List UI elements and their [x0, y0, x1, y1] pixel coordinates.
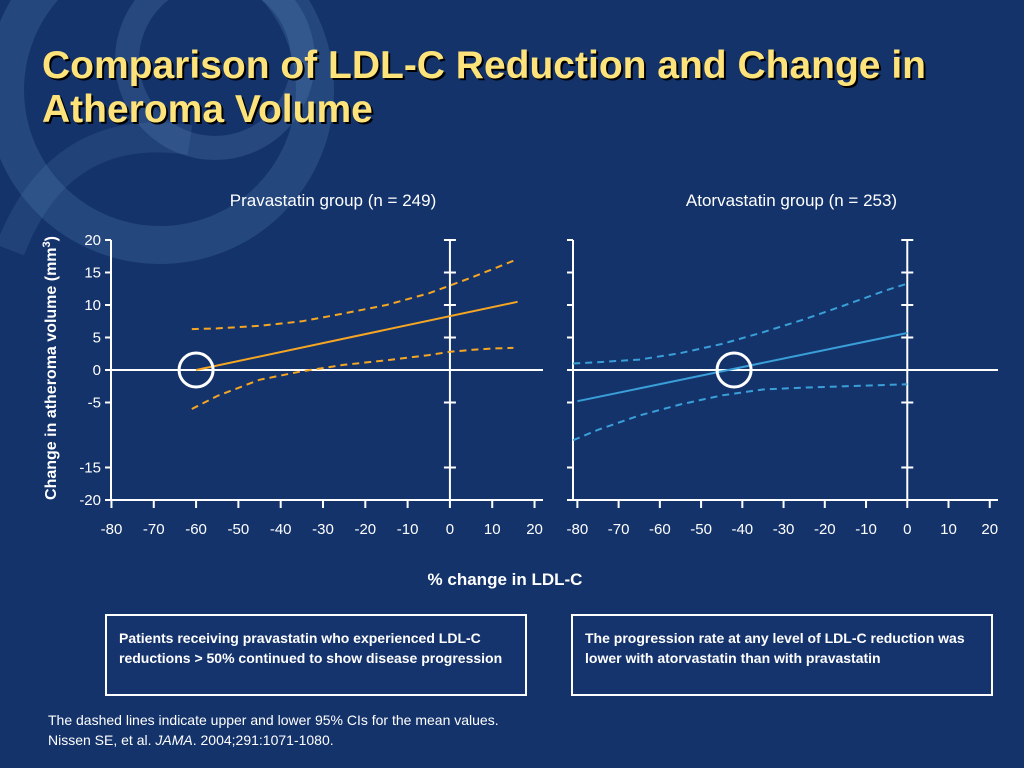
atorvastatin-x-tick-label: 10 [940, 521, 957, 538]
slide-title: Comparison of LDL-C Reduction and Change… [42, 44, 926, 131]
y-tick-label: 10 [84, 297, 101, 314]
footnote: The dashed lines indicate upper and lowe… [48, 710, 499, 750]
y-axis-label-superscript: 3 [41, 241, 53, 247]
ldl-atheroma-chart: Pravastatin group (n = 249) 20 15 10 5 0 -5 -15… [41, 191, 998, 589]
pravastatin-x-tick-label: -40 [270, 521, 292, 538]
pravastatin-x-tick-label: 0 [446, 521, 454, 538]
pravastatin-mean-line [195, 300, 518, 371]
y-tick-label: 0 [93, 362, 101, 379]
y-axis-label: Change in atheroma volume (mm3) [41, 236, 60, 500]
citation-journal: JAMA [155, 732, 193, 748]
pravastatin-zero-crossing-circle [177, 351, 215, 389]
y-axis-label-end: ) [43, 236, 60, 241]
atorvastatin-x-tick-label: 0 [903, 521, 911, 538]
atorvastatin-x-tick-label: -50 [690, 521, 712, 538]
footnote-citation: Nissen SE, et al. JAMA. 2004;291:1071-10… [48, 730, 499, 750]
pravastatin-x-tick-label: -60 [185, 521, 207, 538]
pravastatin-ci-upper-line [191, 259, 514, 331]
pravastatin-x-tick-label: -20 [354, 521, 376, 538]
atorvastatin-zero-crossing-circle [715, 351, 753, 389]
citation-authors: Nissen SE, et al. [48, 732, 152, 748]
atorvastatin-x-tick-label: -30 [773, 521, 795, 538]
y-axis-label-text: Change in atheroma volume (mm [43, 247, 60, 500]
y-tick-label: 20 [84, 232, 101, 249]
atorvastatin-panel-title: Atorvastatin group (n = 253) [686, 191, 897, 210]
atorvastatin-x-tick-label: -40 [731, 521, 753, 538]
atorvastatin-mean-line [577, 332, 908, 403]
footnote-ci-note: The dashed lines indicate upper and lowe… [48, 712, 499, 728]
pravastatin-panel-title: Pravastatin group (n = 249) [230, 191, 436, 210]
atorvastatin-ci-upper-line [573, 282, 908, 365]
pravastatin-callout-box: Patients receiving pravastatin who exper… [105, 614, 527, 696]
atorvastatin-ci-lower-line [572, 383, 908, 442]
pravastatin-x-tick-label: -10 [397, 521, 419, 538]
atorvastatin-x-tick-label: 20 [981, 521, 998, 538]
y-tick-label: 5 [93, 330, 101, 347]
pravastatin-x-tick-label: -50 [228, 521, 250, 538]
y-tick-label: 15 [84, 265, 101, 282]
pravastatin-x-tick-label: -80 [101, 521, 123, 538]
citation-details: . 2004;291:1071-1080. [192, 732, 334, 748]
y-tick-label: -15 [79, 460, 101, 477]
y-tick-label: -5 [88, 395, 101, 412]
pravastatin-x-tick-label: 20 [526, 521, 543, 538]
x-axis-label: % change in LDL-C [428, 570, 583, 589]
atorvastatin-callout-box: The progression rate at any level of LDL… [571, 614, 993, 696]
atorvastatin-x-tick-label: -10 [855, 521, 877, 538]
atorvastatin-x-tick-label: -20 [814, 521, 836, 538]
atorvastatin-x-tick-label: -60 [649, 521, 671, 538]
y-tick-label: -20 [79, 492, 101, 509]
atorvastatin-x-tick-label: -80 [567, 521, 589, 538]
atorvastatin-x-tick-label: -70 [608, 521, 630, 538]
pravastatin-ci-lower-line [191, 346, 514, 410]
pravastatin-x-tick-label: 10 [484, 521, 501, 538]
pravastatin-x-tick-label: -30 [312, 521, 334, 538]
pravastatin-x-tick-label: -70 [143, 521, 165, 538]
